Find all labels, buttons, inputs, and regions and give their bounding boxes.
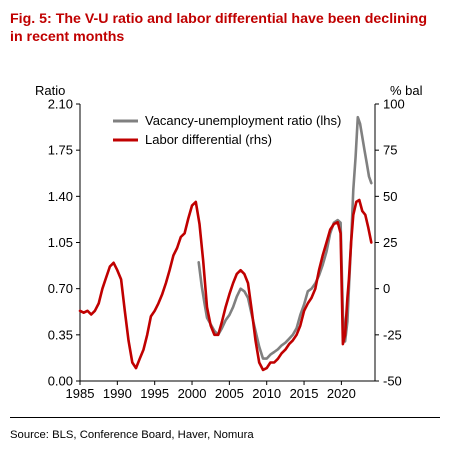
left-tick-label: 1.75 (48, 143, 73, 158)
right-tick-label: -50 (383, 374, 402, 389)
right-tick-label: -25 (383, 327, 402, 342)
source-divider (10, 417, 440, 418)
x-tick-label: 2020 (327, 386, 356, 401)
x-tick-label: 2005 (215, 386, 244, 401)
x-tick-label: 2015 (290, 386, 319, 401)
left-tick-label: 0.70 (48, 281, 73, 296)
source-note: Source: BLS, Conference Board, Haver, No… (10, 429, 254, 441)
left-tick-label: 1.40 (48, 189, 73, 204)
x-tick-label: 2000 (178, 386, 207, 401)
series-lines (78, 115, 373, 372)
figure-title: Fig. 5: The V-U ratio and labor differen… (10, 11, 428, 45)
x-tick-labels: 1985 1990 1995 2000 2005 2010 2015 2020 (66, 381, 356, 401)
labor-differential-line (78, 198, 373, 372)
x-tick-label: 2010 (252, 386, 281, 401)
legend-label-vu-ratio: Vacancy-unemployment ratio (lhs) (145, 113, 341, 128)
right-tick-label: 75 (383, 143, 397, 158)
left-tick-label: 2.10 (48, 97, 73, 112)
right-axis-title: % bal (390, 83, 423, 98)
right-tick-label: 100 (383, 97, 405, 112)
left-tick-label: 0.00 (48, 374, 73, 389)
left-tick-label: 0.35 (48, 327, 73, 342)
left-tick-label: 1.05 (48, 235, 73, 250)
x-tick-label: 1995 (140, 386, 169, 401)
right-tick-label: 25 (383, 235, 397, 250)
left-axis-title: Ratio (35, 83, 65, 98)
legend-label-labor-differential: Labor differential (rhs) (145, 132, 272, 147)
right-tick-labels: 100 75 50 25 0 -25 -50 (375, 97, 405, 389)
right-tick-label: 50 (383, 189, 397, 204)
legend: Vacancy-unemployment ratio (lhs) Labor d… (113, 113, 341, 147)
x-tick-label: 1985 (66, 386, 95, 401)
right-tick-label: 0 (383, 281, 390, 296)
x-tick-label: 1990 (103, 386, 132, 401)
left-tick-labels: 2.10 1.75 1.40 1.05 0.70 0.35 0.00 (48, 97, 80, 389)
